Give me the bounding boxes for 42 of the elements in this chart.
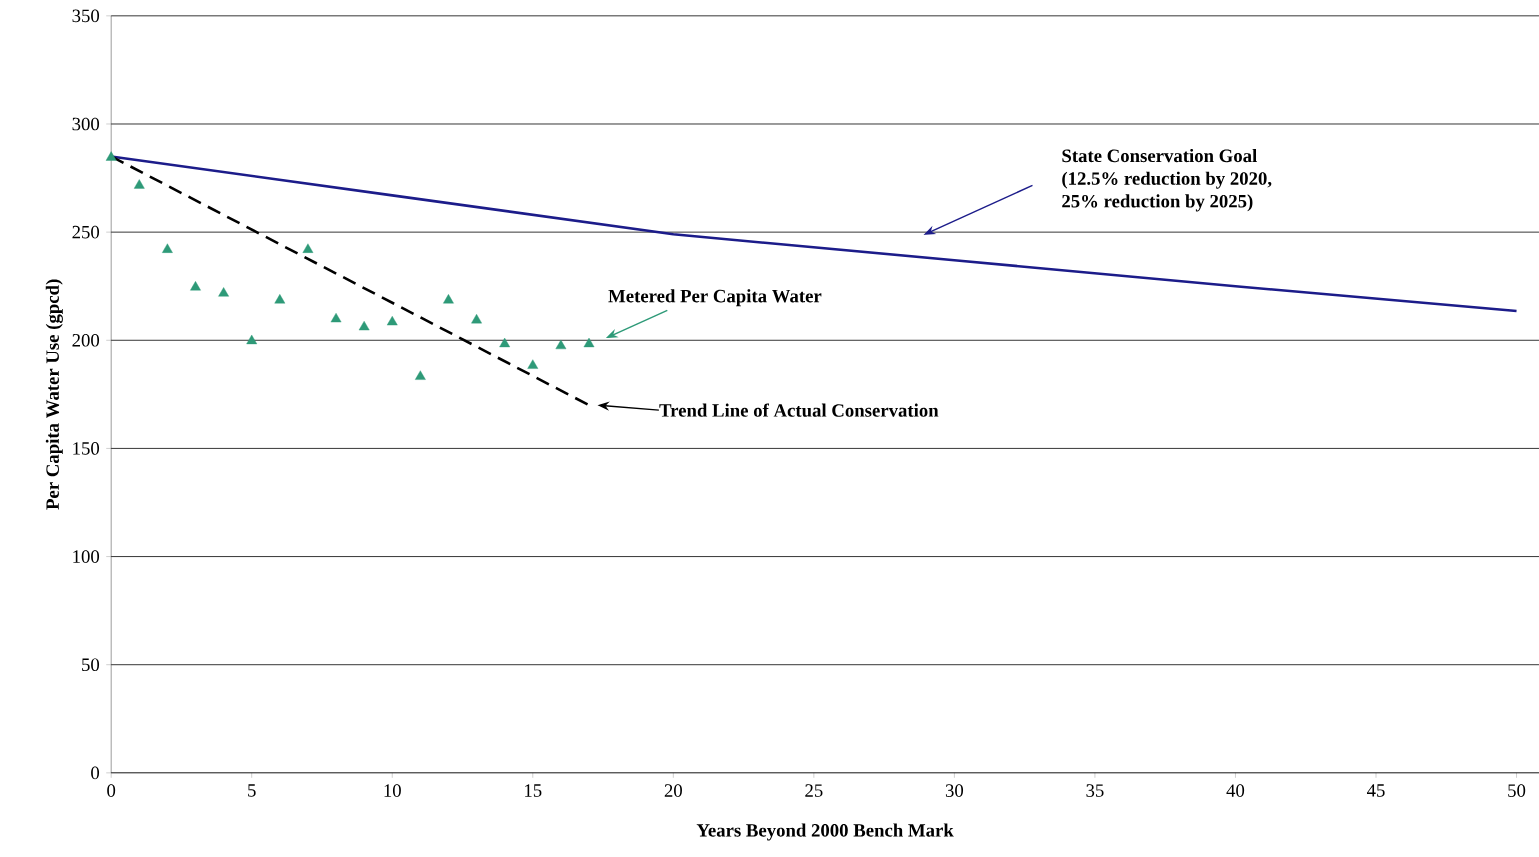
- y-tick-label: 0: [91, 766, 100, 780]
- x-tick-label: 10: [384, 784, 401, 797]
- y-tick-label: 50: [82, 658, 100, 672]
- point: [443, 294, 454, 304]
- point: [527, 359, 539, 369]
- x-tick-label: 35: [1086, 784, 1104, 797]
- x-tick-label: 15: [525, 784, 542, 797]
- point: [499, 337, 511, 348]
- y-tick-label: 200: [72, 333, 100, 347]
- point: [330, 312, 342, 323]
- point: [358, 320, 370, 331]
- point: [190, 281, 201, 291]
- x-tick-label: 30: [945, 784, 964, 797]
- x-tick-label: 50: [1508, 784, 1526, 797]
- x-tick-label: 40: [1226, 784, 1245, 797]
- y-tick-label: 100: [73, 550, 100, 563]
- y-tick-label: 300: [72, 117, 100, 131]
- point: [246, 334, 258, 345]
- point: [386, 315, 398, 326]
- x-tick-label: 25: [805, 784, 823, 797]
- point: [302, 243, 314, 253]
- y-tick-label: 250: [72, 225, 100, 239]
- x-tick-label: 45: [1367, 784, 1385, 797]
- point: [162, 243, 173, 253]
- annotation: Metered Per Capita Water: [608, 289, 822, 307]
- x-axis-title: Years Beyond 2000 Bench Mark: [696, 823, 954, 841]
- y-axis-title: Per Capita Water Use (gpcd): [45, 279, 63, 510]
- annotation: State Conservation Goal (12.5% reduction by 2020, 25% reduction by 2025): [1062, 148, 1272, 212]
- point: [105, 151, 117, 161]
- point: [471, 313, 482, 324]
- x-tick-label: 0: [107, 784, 116, 797]
- point: [555, 339, 567, 350]
- point: [274, 294, 286, 304]
- point: [415, 370, 426, 380]
- point: [583, 337, 595, 348]
- point: [133, 179, 145, 189]
- point: [218, 287, 229, 297]
- y-tick-label: 150: [73, 442, 100, 455]
- x-tick-label: 20: [664, 784, 682, 797]
- y-tick-label: 350: [72, 9, 100, 23]
- annotation: Trend Line of Actual Conservation: [659, 403, 939, 417]
- x-tick-label: 5: [248, 784, 256, 797]
